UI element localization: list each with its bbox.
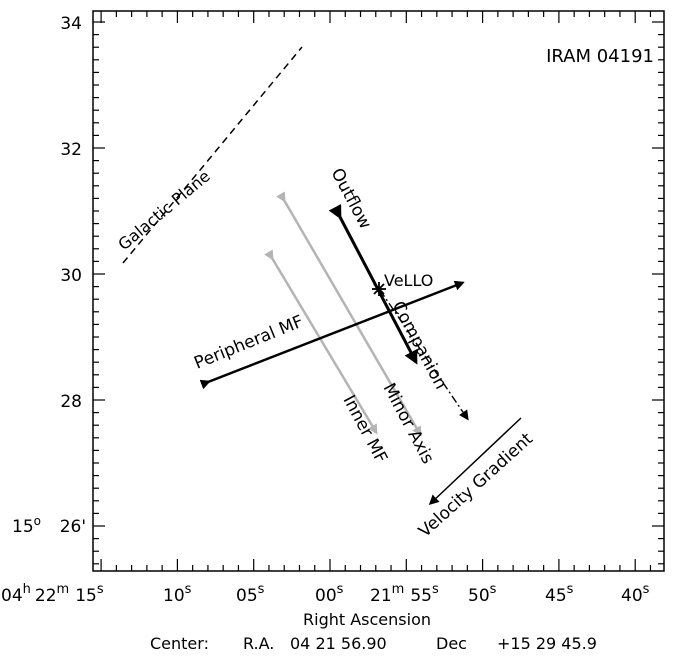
velocity-gradient-label: Velocity Gradient [415,429,537,542]
outflow-label: Outflow [327,165,376,233]
y-axis-labels: 34 32 30 28 15o 26' [12,14,86,537]
x-tick-label: 00s [315,582,344,606]
galactic-plane-label: Galactic Plane [114,166,213,254]
x-tick-label: 50s [468,582,497,606]
field-label: IRAM 04191 [546,46,654,67]
y-tick-label: 34 [60,14,82,34]
axis-ticks [93,11,664,571]
peripheral-mf-label: Peripheral MF [191,312,306,374]
y-tick-label: 32 [60,140,82,160]
x-tick-label: 04h 22m 15s [1,582,104,606]
y-tick-label-dec-deg: 15o [12,514,41,537]
y-tick-label: 28 [60,392,82,412]
x-axis-labels: 04h 22m 15s 10s 05s 00s 21m 55s 50s 45s 40s [1,582,650,606]
center-ra-label: R.A. [243,634,274,653]
companion-label: Companion [388,298,451,393]
center-dec-label: Dec [436,634,467,653]
companion-line [379,289,469,421]
plot-frame [92,10,665,572]
x-tick-label: 10s [163,582,192,606]
center-coordinates: Center: R.A. 04 21 56.90 Dec +15 29 45.9 [150,634,597,653]
x-axis-title: Right Ascension [303,610,431,629]
x-tick-label: 45s [545,582,574,606]
vello-label: VeLLO [384,271,433,290]
vello-star-marker [372,282,386,296]
x-tick-label: 05s [236,582,265,606]
x-tick-label: 21m 55s [370,582,439,606]
y-tick-label: 26' [60,517,86,537]
x-tick-label: 40s [621,582,650,606]
velocity-gradient-arrow [428,417,522,506]
center-ra-value: 04 21 56.90 [290,634,387,653]
y-tick-label: 30 [60,266,82,286]
center-prefix: Center: [150,634,209,653]
inner-mf-label: Inner MF [339,392,391,467]
galactic-plane-line [122,46,303,264]
center-dec-value: +15 29 45.9 [497,634,597,653]
